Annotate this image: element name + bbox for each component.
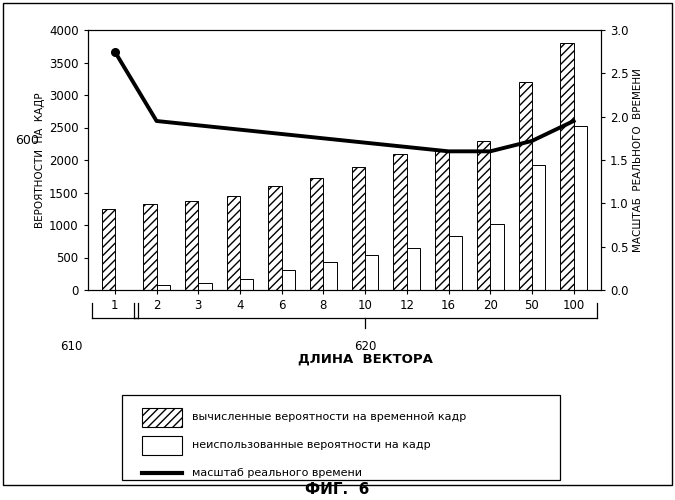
Bar <box>281 270 295 290</box>
Bar <box>240 278 253 290</box>
Text: масштаб реального времени: масштаб реального времени <box>192 468 362 477</box>
Bar <box>227 196 240 290</box>
Bar <box>352 166 365 290</box>
Y-axis label: МАСШТАБ  РЕАЛЬНОГО  ВРЕМЕНИ: МАСШТАБ РЕАЛЬНОГО ВРЕМЕНИ <box>632 68 643 252</box>
Bar <box>143 204 157 290</box>
Text: неиспользованные вероятности на кадр: неиспользованные вероятности на кадр <box>192 440 431 450</box>
Bar <box>435 150 448 290</box>
Bar <box>574 126 587 290</box>
Text: 610: 610 <box>61 340 83 353</box>
Bar <box>323 262 337 290</box>
Bar <box>198 283 212 290</box>
Text: вычисленные вероятности на временной кадр: вычисленные вероятности на временной кад… <box>192 412 466 422</box>
Bar <box>407 248 420 290</box>
Bar <box>269 186 281 290</box>
Bar <box>101 209 115 290</box>
Bar <box>477 140 490 290</box>
Bar <box>518 82 532 290</box>
Bar <box>365 255 379 290</box>
Bar <box>532 165 545 290</box>
Text: ДЛИНА  ВЕКТОРА: ДЛИНА ВЕКТОРА <box>298 352 433 366</box>
Y-axis label: ВЕРОЯТНОСТИ  НА  КАДР: ВЕРОЯТНОСТИ НА КАДР <box>35 92 45 228</box>
Bar <box>157 285 170 290</box>
Text: 600: 600 <box>15 134 39 146</box>
Bar <box>394 154 407 290</box>
Text: ФИГ.  6: ФИГ. 6 <box>305 482 370 498</box>
Bar <box>448 236 462 290</box>
Bar <box>490 224 504 290</box>
Text: 620: 620 <box>354 340 376 353</box>
Bar <box>310 178 323 290</box>
Bar <box>560 43 574 290</box>
Bar <box>185 201 198 290</box>
